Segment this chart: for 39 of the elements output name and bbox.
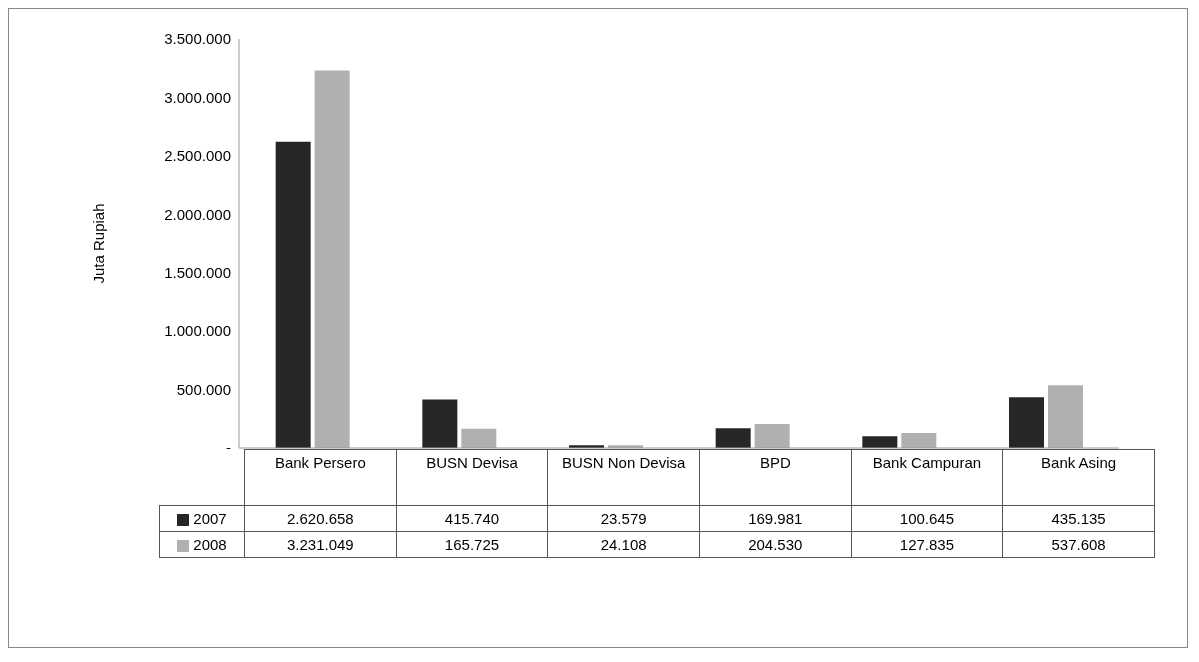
legend-label: 2008 (159, 531, 245, 558)
y-tick-label: 500.000 (176, 380, 231, 398)
bar (314, 70, 350, 448)
x-tick-label: Bank Persero (244, 449, 397, 506)
x-tick-label: BUSN Non Devisa (547, 449, 700, 506)
y-tick-label: 1.000.000 (164, 322, 231, 340)
x-tick-label: BUSN Devisa (396, 449, 548, 506)
x-tick-label: Bank Campuran (851, 449, 1003, 506)
data-label: 3.231.049 (244, 531, 397, 558)
y-tick-label: 3.500.000 (164, 30, 231, 48)
legend-label: 2007 (159, 505, 245, 532)
data-label: 169.981 (699, 505, 852, 532)
data-label: 435.135 (1002, 505, 1155, 532)
data-label: 204.530 (699, 531, 852, 558)
x-tick-label: Bank Asing (1002, 449, 1155, 506)
data-label: 537.608 (1002, 531, 1155, 558)
y-axis-title: Juta Rupiah (90, 203, 108, 284)
bar (754, 424, 790, 448)
bar (862, 436, 898, 448)
bar (422, 399, 458, 448)
data-label: 2.620.658 (244, 505, 397, 532)
bar (715, 428, 751, 448)
data-label: 415.740 (396, 505, 548, 532)
y-tick-label: 3.000.000 (164, 88, 231, 106)
data-label: 23.579 (547, 505, 700, 532)
data-label: 100.645 (851, 505, 1003, 532)
x-tick-label: BPD (699, 449, 852, 506)
bar (901, 433, 937, 448)
y-tick-label: 2.500.000 (164, 147, 231, 165)
bar (275, 141, 311, 448)
bar (1048, 385, 1083, 448)
data-label: 165.725 (396, 531, 548, 558)
y-tick-label: 1.500.000 (164, 264, 231, 282)
data-label: 24.108 (547, 531, 700, 558)
y-tick-label: - (226, 439, 231, 457)
bar (1009, 397, 1044, 448)
y-tick-label: 2.000.000 (164, 205, 231, 223)
data-label: 127.835 (851, 531, 1003, 558)
bar (461, 428, 497, 448)
